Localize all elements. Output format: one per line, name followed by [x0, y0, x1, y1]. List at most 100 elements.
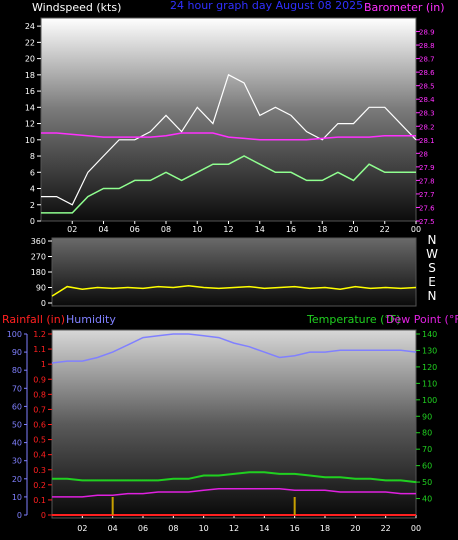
time-axis-tick-label: 00 [411, 225, 421, 234]
humidity-axis-tick-label: 80 [12, 366, 22, 375]
wind-axis-tick-label: 4 [30, 185, 35, 194]
wind-gust-line [41, 73, 417, 206]
barometer-axis-tick-label: 28.4 [419, 96, 435, 104]
time-axis-tick-label: 22 [380, 225, 390, 234]
rain-axis-tick-label: 1.2 [33, 330, 46, 339]
barometer-axis-tick-label: 28.2 [419, 123, 435, 131]
barometer-axis-tick-label: 28.9 [419, 29, 435, 37]
time-axis-tick-label: 08 [161, 225, 171, 234]
dewpoint-line [52, 487, 416, 498]
temp-axis-tick-label: 70 [422, 445, 432, 454]
time-axis-tick-label: 18 [317, 225, 327, 234]
time-axis-tick-label: 04 [98, 225, 108, 234]
wind-axis-tick-label: 22 [25, 38, 35, 47]
barometer-line [41, 132, 416, 141]
dewpoint-axis-label: Dew Point (°F) [386, 313, 458, 326]
time-axis-tick-label: 20 [350, 524, 360, 533]
rain-axis-tick-label: 0.6 [33, 421, 46, 430]
temp-axis-tick-label: 110 [422, 379, 437, 388]
barometer-axis-label: Barometer (in) [364, 1, 445, 14]
temp-chart-layer: 010203040506070809010000.10.20.30.40.50.… [7, 330, 438, 533]
direction-axis-tick-label: 180 [31, 268, 46, 277]
direction-axis-tick-label: 270 [31, 253, 46, 262]
rain-axis-tick-label: 1 [41, 360, 46, 369]
time-axis-tick-label: 12 [223, 225, 233, 234]
wind-axis-tick-label: 24 [25, 22, 35, 31]
time-axis-tick-label: 02 [77, 524, 87, 533]
temp-axis-tick-label: 40 [422, 495, 432, 504]
time-axis-tick-label: 12 [229, 524, 239, 533]
temp-axis-tick-label: 80 [422, 429, 432, 438]
time-axis-tick-label: 14 [255, 225, 265, 234]
time-axis-tick-label: 18 [320, 524, 330, 533]
barometer-axis-tick-label: 28.7 [419, 56, 435, 64]
wind-axis-tick-label: 16 [25, 87, 35, 96]
time-axis-tick-label: 10 [192, 225, 202, 234]
rain-axis-tick-label: 1.1 [33, 345, 46, 354]
wind-axis-tick-label: 12 [25, 120, 35, 129]
humidity-axis-tick-label: 70 [12, 384, 22, 393]
compass-label: N [428, 289, 437, 303]
barometer-axis-tick-label: 27.6 [419, 204, 435, 212]
wind-axis-tick-label: 6 [30, 168, 35, 177]
wind-axis-tick-label: 0 [30, 217, 35, 226]
time-axis-tick-label: 06 [130, 225, 140, 234]
time-axis-tick-label: 02 [67, 225, 77, 234]
humidity-axis-tick-label: 40 [12, 439, 22, 448]
wind-axis-tick-label: 18 [25, 71, 35, 80]
rain-axis-tick-label: 0.5 [33, 436, 46, 445]
temp-axis-tick-label: 140 [422, 330, 437, 339]
humidity-axis-tick-label: 60 [12, 402, 22, 411]
compass-label: S [428, 261, 436, 275]
time-axis-tick-label: 00 [411, 524, 421, 533]
rain-axis-tick-label: 0 [41, 511, 46, 520]
rain-axis-tick-label: 0.7 [33, 405, 46, 414]
temp-axis-tick-label: 60 [422, 462, 432, 471]
humidity-axis-tick-label: 100 [7, 330, 22, 339]
time-axis-tick-label: 16 [290, 524, 300, 533]
temperature-line [52, 471, 417, 484]
barometer-axis-tick-label: 27.7 [419, 191, 435, 199]
barometer-axis-tick-label: 28 [419, 150, 428, 158]
time-axis-tick-label: 08 [168, 524, 178, 533]
temp-axis-tick-label: 50 [422, 478, 432, 487]
windspeed-axis-label: Windspeed (kts) [32, 1, 121, 14]
barometer-axis-tick-label: 27.9 [419, 164, 435, 172]
wind-direction-line [51, 285, 417, 297]
wind-average-line [41, 155, 416, 214]
temp-axis-tick-label: 90 [422, 412, 432, 421]
humidity-axis-label: Humidity [66, 313, 116, 326]
temperature-axis-label: Temperature (°F) [306, 313, 401, 326]
direction-axis-tick-label: 0 [41, 299, 46, 308]
barometer-axis-tick-label: 28.3 [419, 110, 435, 118]
time-axis-tick-label: 20 [348, 225, 358, 234]
barometer-axis-tick-label: 28.6 [419, 69, 435, 77]
wind-axis-tick-label: 10 [25, 136, 35, 145]
time-axis-tick-label: 04 [108, 524, 118, 533]
time-axis-tick-label: 10 [199, 524, 209, 533]
rain-axis-tick-label: 0.3 [33, 466, 46, 475]
wind-axis-tick-label: 14 [25, 103, 35, 112]
rainfall-axis-label: Rainfall (in) [2, 313, 65, 326]
barometer-axis-tick-label: 28.8 [419, 42, 435, 50]
wind-axis-tick-label: 2 [30, 201, 35, 210]
barometer-axis-tick-label: 27.8 [419, 177, 435, 185]
barometer-axis-tick-label: 28.1 [419, 137, 435, 145]
temp-axis-tick-label: 100 [422, 396, 437, 405]
temp-panel [51, 329, 417, 519]
wind-axis-tick-label: 8 [30, 152, 35, 161]
humidity-axis-tick-label: 0 [17, 511, 22, 520]
humidity-axis-tick-label: 10 [12, 493, 22, 502]
humidity-axis-tick-label: 90 [12, 348, 22, 357]
wind-chart-layer: 02468101214161820222427.527.627.727.827.… [25, 22, 435, 234]
time-axis-tick-label: 22 [381, 524, 391, 533]
humidity-axis-tick-label: 30 [12, 457, 22, 466]
direction-panel [51, 237, 417, 307]
graph-title: 24 hour graph day August 08 2025 [170, 0, 363, 12]
wind-panel [40, 17, 417, 222]
rain-axis-tick-label: 0.4 [33, 451, 46, 460]
humidity-axis-tick-label: 50 [12, 421, 22, 430]
